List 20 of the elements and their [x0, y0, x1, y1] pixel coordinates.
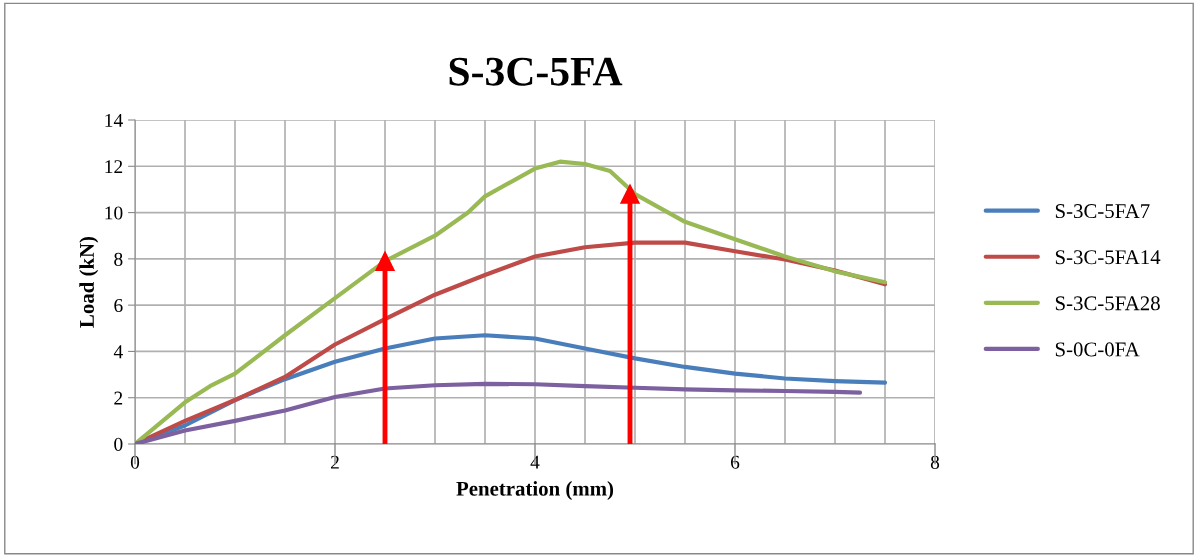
y-tick-label: 10: [105, 206, 123, 220]
legend-label: S-3C-5FA14: [1055, 250, 1161, 265]
legend-label: S-0C-0FA: [1055, 342, 1140, 357]
y-tick-label: 6: [114, 299, 123, 313]
chart-title: S-3C-5FA: [449, 57, 623, 86]
y-tick-label: 14: [105, 113, 123, 127]
x-tick-label: 0: [130, 455, 140, 469]
y-tick-label: 12: [105, 160, 123, 174]
x-tick-label: 2: [330, 455, 339, 469]
x-axis-title: Penetration (mm): [456, 481, 614, 500]
y-tick-label: 0: [114, 437, 123, 451]
y-tick-label: 8: [114, 252, 123, 266]
y-tick-label: 4: [113, 345, 123, 359]
legend-label: S-3C-5FA7: [1055, 204, 1150, 219]
y-tick-label: 2: [114, 391, 123, 405]
x-tick-label: 8: [930, 455, 940, 469]
x-tick-label: 6: [730, 455, 740, 469]
y-axis-title: Load (kN): [79, 236, 99, 328]
legend-label: S-3C-5FA28: [1055, 296, 1160, 311]
x-tick-label: 4: [530, 455, 540, 469]
